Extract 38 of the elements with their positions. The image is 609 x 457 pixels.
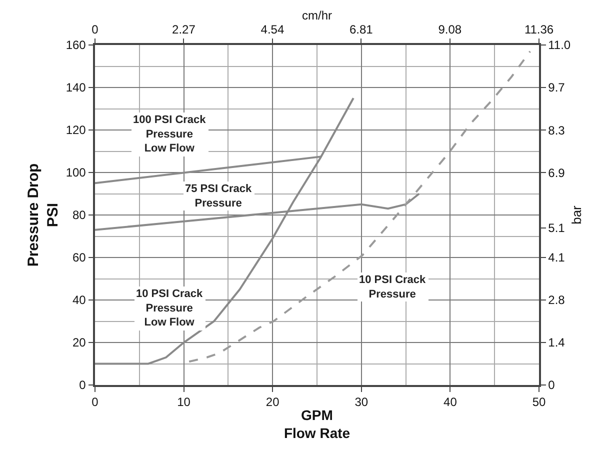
y-tick-label: 140 — [66, 80, 86, 95]
y2-tick-label: 9.7 — [548, 80, 566, 95]
y-tick-label: 80 — [72, 208, 86, 222]
x2-tick-label: 0 — [92, 22, 99, 36]
series-label: 10 PSI Crack Pressure Low Flow — [136, 288, 204, 329]
y2-tick-label: 1.4 — [548, 336, 566, 350]
series-label: 100 PSI Crack Pressure Low Flow — [133, 114, 207, 155]
x2-tick-label: 2.27 — [172, 22, 196, 36]
series-label: 10 PSI Crack Pressure — [359, 274, 427, 300]
y-tick-label: 60 — [72, 250, 86, 265]
y2-tick-label: 2.8 — [548, 293, 566, 308]
y-tick-label: 40 — [72, 293, 86, 308]
series-label: 75 PSI Crack Pressure — [185, 183, 253, 210]
y-tick-label: 0 — [79, 378, 86, 392]
y-tick-label: 160 — [66, 38, 86, 52]
y-tick-label: 100 — [66, 166, 86, 180]
y2-tick-label: 4.1 — [548, 250, 566, 265]
x-tick-label: 20 — [266, 395, 280, 410]
x-axis-title: GPM Flow Rate — [284, 406, 350, 442]
x-tick-label: 40 — [444, 395, 458, 410]
x2-tick-label: 11.36 — [524, 22, 554, 36]
y2-tick-label: 11.0 — [548, 38, 571, 52]
x-tick-label: 10 — [177, 395, 191, 410]
y-tick-label: 120 — [66, 123, 86, 138]
y2-tick-label: 8.3 — [548, 123, 566, 138]
y2-tick-label: 6.9 — [548, 166, 566, 180]
x2-tick-label: 6.81 — [349, 22, 374, 36]
y-axis-title: Pressure Drop PSI — [25, 163, 62, 267]
x2-axis-title: cm/hr — [302, 8, 332, 22]
x-tick-label: 50 — [532, 395, 546, 410]
x2-tick-label: 9.08 — [438, 22, 462, 36]
y-tick-label: 20 — [72, 336, 86, 350]
y2-tick-label: 5.1 — [548, 220, 566, 235]
x-tick-label: 30 — [354, 395, 368, 410]
y2-tick-label: 0 — [548, 378, 556, 392]
x2-tick-label: 4.54 — [260, 22, 284, 36]
y2-axis-title: bar — [569, 204, 584, 224]
x-tick-label: 0 — [92, 395, 99, 410]
